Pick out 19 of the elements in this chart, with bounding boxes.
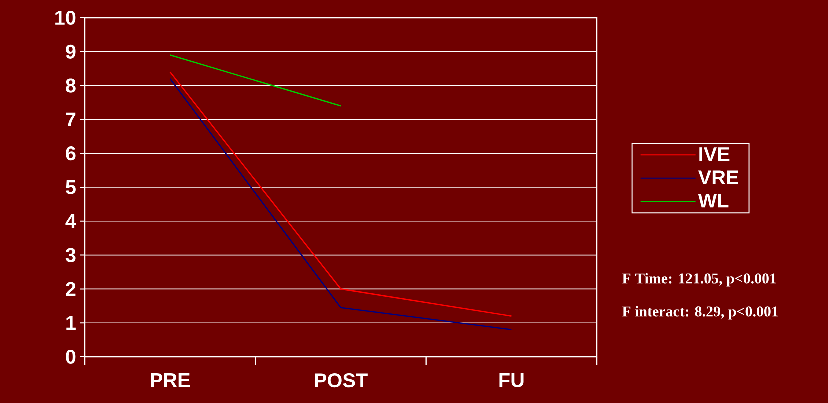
y-tick-label: 6 [66, 146, 76, 161]
x-tick-label: PRE [151, 374, 190, 388]
x-tick-label: FU [500, 374, 524, 388]
legend-label: VRE [698, 170, 738, 184]
y-tick-label: 2 [66, 282, 76, 296]
x-tick-label: POST [315, 374, 368, 388]
y-tick-label: 7 [66, 112, 76, 127]
y-tick-label: 10 [56, 10, 76, 26]
y-tick-label: 5 [66, 180, 76, 194]
text: F interact: 8.29, p<0.001 [622, 306, 778, 320]
y-tick-label: 9 [66, 44, 76, 59]
y-tick-label: 3 [66, 248, 76, 262]
y-tick-label: 0 [66, 350, 76, 364]
legend-label: WL [698, 194, 729, 208]
text: F Time: 121.05, p<0.001 [622, 273, 776, 287]
y-tick-label: 1 [66, 316, 76, 330]
legend-label: IVE [700, 148, 730, 162]
y-tick-label: 8 [66, 78, 76, 93]
y-tick-label: 4 [66, 214, 76, 228]
